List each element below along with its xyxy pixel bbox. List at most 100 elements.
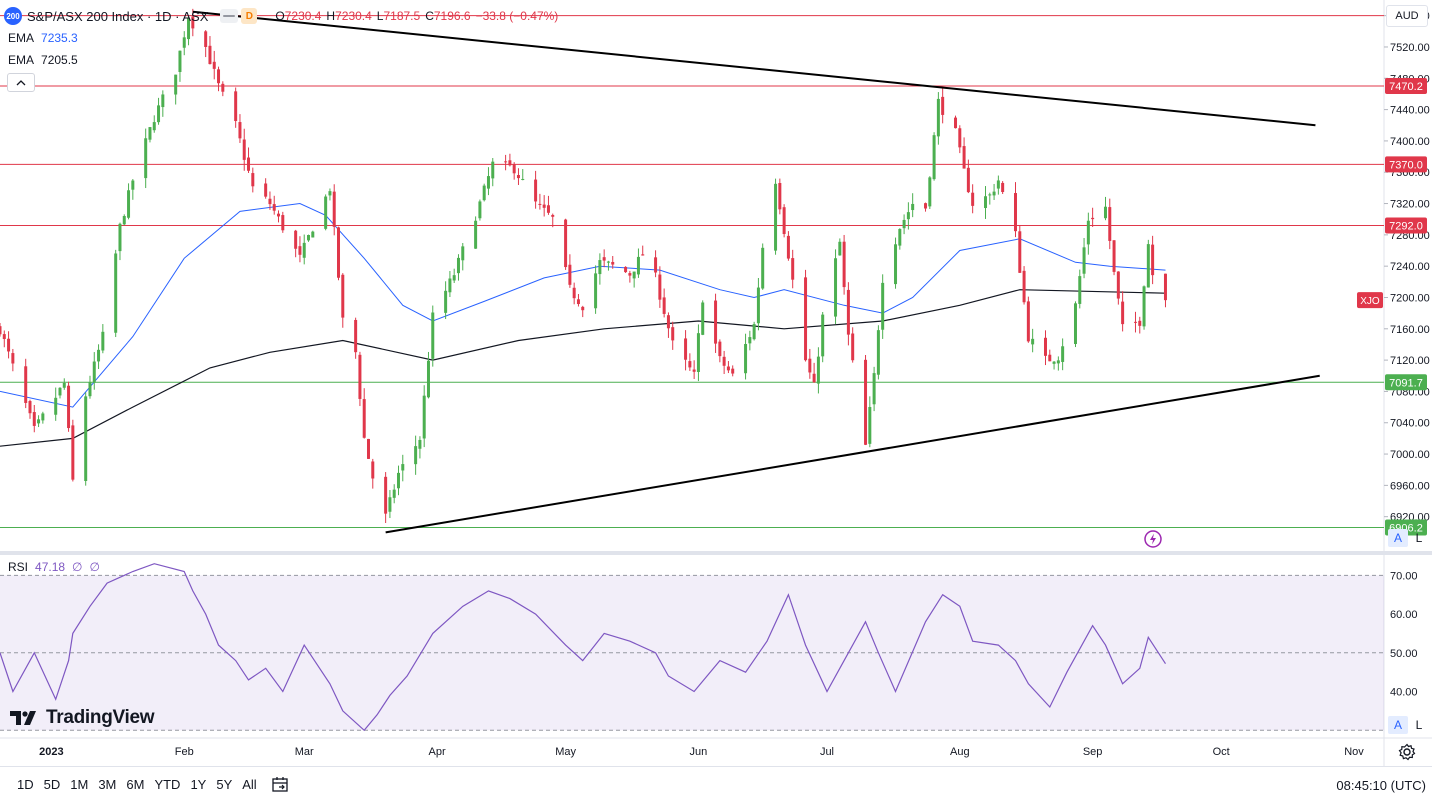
candle-body (718, 341, 722, 357)
collapse-legend-button[interactable] (7, 73, 35, 92)
candle-body (478, 201, 482, 219)
candle-body (641, 254, 645, 256)
candle-body (157, 105, 161, 123)
range-button-1y[interactable]: 1Y (190, 777, 207, 792)
candle-body (568, 264, 572, 285)
tradingview-logo[interactable]: TradingView (10, 707, 155, 729)
candles (0, 8, 1167, 524)
candle-body (131, 180, 135, 190)
range-button-5d[interactable]: 5D (43, 777, 61, 792)
candle-body (786, 235, 790, 259)
symbol-logo-badge[interactable]: 200 (4, 7, 22, 25)
candle-body (752, 324, 756, 340)
candle-body (1022, 270, 1026, 303)
price-tick-label: 7440.00 (1390, 105, 1430, 117)
candle-body (954, 117, 958, 129)
candle-body (354, 319, 358, 353)
candle-body (101, 331, 105, 351)
rsi-legend[interactable]: RSI 47.18 ∅ ∅ (8, 560, 100, 574)
candle-body (632, 271, 636, 279)
candle-body (366, 438, 370, 459)
rsi-tick-label: 40.00 (1390, 687, 1418, 699)
price-tick-label: 7200.00 (1390, 292, 1430, 304)
range-button-all[interactable]: All (242, 777, 257, 792)
candle-body (212, 61, 216, 69)
candle-body (821, 314, 825, 357)
candle-body (701, 302, 705, 335)
candle-body (666, 315, 670, 329)
candle-body (182, 37, 186, 48)
utc-clock[interactable]: 08:45:10 (UTC) (1336, 778, 1426, 793)
lightning-icon[interactable] (1144, 530, 1162, 548)
price-axis-log-button[interactable]: L (1415, 531, 1423, 545)
candle-body (928, 177, 932, 207)
price-axis-auto-button[interactable]: A (1388, 529, 1408, 547)
candle-body (654, 257, 658, 273)
candle-body (726, 366, 730, 371)
candle-body (508, 160, 512, 166)
range-button-5y[interactable]: 5Y (216, 777, 233, 792)
ema-slow-value: 7205.5 (41, 53, 78, 67)
candle-body (1056, 360, 1060, 364)
ema-fast-legend[interactable]: EMA 7235.3 (8, 31, 78, 45)
rsi-axis-log-button[interactable]: L (1415, 718, 1423, 732)
candle-body (401, 464, 405, 471)
candle-body (611, 261, 615, 265)
settings-gear-icon[interactable] (1398, 743, 1416, 761)
candle-body (448, 278, 452, 293)
ema-fast-value: 7235.3 (41, 31, 78, 45)
candle-body (281, 215, 285, 231)
candle-body (422, 395, 426, 439)
candle-body (804, 277, 808, 361)
candle-body (812, 373, 816, 383)
candle-body (1142, 286, 1146, 327)
candle-body (58, 387, 62, 396)
chart-canvas[interactable]: 6920.006960.007000.007040.007080.007120.… (0, 0, 1432, 766)
price-tick-label: 7240.00 (1390, 261, 1430, 273)
candle-body (774, 183, 778, 251)
candle-body (152, 122, 156, 131)
symbol-title[interactable]: S&P/ASX 200 Index · 1D · ASX (27, 8, 209, 24)
level-label: 7470.2 (1389, 81, 1423, 93)
candle-body (302, 242, 306, 258)
range-button-1m[interactable]: 1M (70, 777, 89, 792)
candle-body (842, 241, 846, 288)
ohlc-change: −33.8 (−0.47%) (475, 9, 559, 23)
time-tick-label: Jul (820, 746, 834, 758)
candle-body (251, 173, 255, 187)
range-button-3m[interactable]: 3M (98, 777, 117, 792)
candle-body (894, 244, 898, 285)
range-button-6m[interactable]: 6M (126, 777, 145, 792)
calendar-goto-icon[interactable] (270, 775, 290, 795)
delayed-data-badge[interactable]: D (241, 8, 258, 24)
visibility-toggle-icon[interactable] (220, 9, 239, 23)
range-button-1d[interactable]: 1D (17, 777, 34, 792)
candle-body (486, 176, 490, 189)
candle-body (491, 161, 495, 179)
tradingview-logo-text: TradingView (46, 707, 155, 728)
rsi-extra-1: ∅ (72, 560, 83, 574)
rsi-pane-bg (0, 556, 1384, 738)
level-label: 7370.0 (1389, 159, 1423, 171)
candle-body (744, 343, 748, 374)
candle-body (1108, 207, 1112, 241)
candle-body (1052, 361, 1056, 364)
candle-body (332, 191, 336, 227)
candle-body (392, 489, 396, 498)
rsi-axis-auto-button[interactable]: A (1388, 716, 1408, 734)
currency-button[interactable]: AUD (1386, 5, 1428, 27)
range-button-ytd[interactable]: YTD (154, 777, 181, 792)
ohlc-open: O7230.4 (275, 9, 322, 23)
bottom-toolbar: 1D 5D 1M 3M 6M YTD 1Y 5Y All 08:45:10 (U… (0, 766, 1432, 806)
candle-body (581, 306, 585, 311)
candle-body (671, 327, 675, 341)
time-tick-label: Jun (690, 746, 708, 758)
tradingview-logo-icon (10, 711, 36, 725)
candle-body (714, 300, 718, 344)
ema-slow-legend[interactable]: EMA 7205.5 (8, 53, 78, 67)
candle-body (594, 273, 598, 309)
candle-body (688, 361, 692, 368)
candle-body (388, 497, 392, 512)
candle-body (868, 407, 872, 444)
candle-body (546, 205, 550, 213)
